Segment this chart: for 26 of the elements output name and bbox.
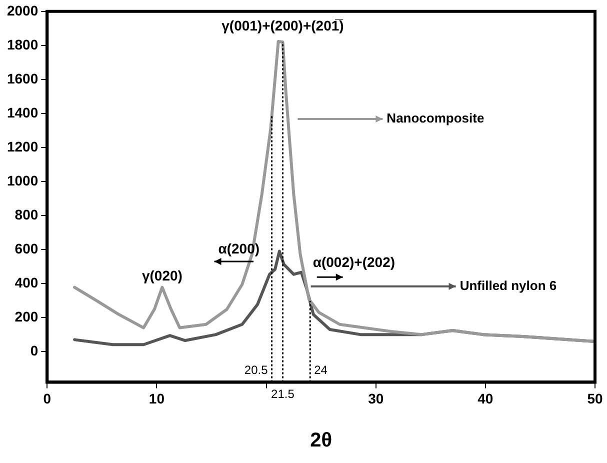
- annotation: γ(020): [142, 268, 182, 284]
- y-tick-label: 200: [14, 308, 38, 324]
- ref-line-label: 24: [314, 363, 328, 378]
- y-tick-label: 1200: [6, 138, 38, 154]
- x-tick-label: 10: [148, 390, 165, 406]
- y-tick-label: 1000: [6, 172, 38, 188]
- y-tick-label: 1400: [6, 104, 38, 120]
- x-tick-label: 30: [368, 390, 384, 406]
- x-tick-label: 50: [587, 390, 603, 406]
- ref-line-label: 21.5: [271, 387, 295, 402]
- y-tick-label: 1600: [6, 70, 38, 86]
- annotation: α(200): [218, 240, 260, 256]
- x-tick-label: 0: [43, 390, 52, 406]
- y-tick-label: 1800: [6, 36, 38, 52]
- y-tick-label: 600: [14, 240, 38, 256]
- y-tick-label: 2000: [6, 2, 38, 18]
- legend-label: Unfilled nylon 6: [460, 278, 557, 293]
- y-tick-label: 0: [30, 342, 38, 358]
- ref-line-label: 20.5: [244, 363, 268, 378]
- annotation: α(002)+(202): [312, 254, 396, 270]
- annotation: γ(001)+(200)+(201̅): [222, 18, 344, 34]
- legend-label: Nanocomposite: [386, 110, 484, 126]
- x-axis-title: 2θ: [310, 430, 332, 452]
- y-tick-label: 400: [14, 274, 38, 290]
- x-tick-label: 40: [478, 390, 494, 406]
- y-tick-label: 800: [14, 206, 38, 222]
